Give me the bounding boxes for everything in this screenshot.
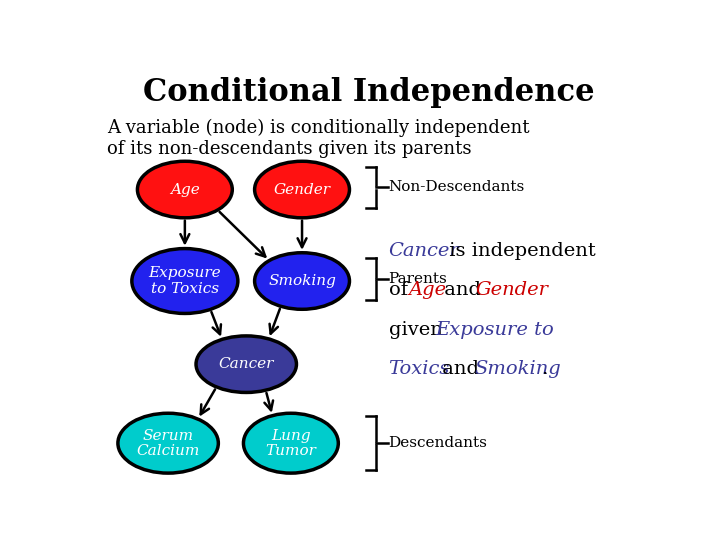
Text: Age: Age [170, 183, 199, 197]
Ellipse shape [196, 336, 297, 393]
Text: Exposure to: Exposure to [435, 321, 554, 339]
Text: Lung
Tumor: Lung Tumor [266, 429, 316, 458]
Text: Smoking: Smoking [474, 360, 561, 378]
Text: Toxics: Toxics [389, 360, 450, 378]
Text: and: and [436, 360, 485, 378]
Text: Non-Descendants: Non-Descendants [389, 180, 525, 194]
Ellipse shape [118, 413, 218, 473]
Text: Cancer: Cancer [389, 241, 459, 260]
Ellipse shape [132, 248, 238, 313]
Text: of: of [389, 281, 414, 299]
Ellipse shape [255, 253, 349, 309]
Text: and: and [438, 281, 487, 299]
Text: is independent: is independent [444, 241, 596, 260]
Text: Conditional Independence: Conditional Independence [143, 77, 595, 109]
Text: Parents: Parents [389, 272, 447, 286]
Ellipse shape [255, 161, 349, 218]
Text: Serum
Calcium: Serum Calcium [136, 429, 200, 458]
Text: Exposure
to Toxics: Exposure to Toxics [148, 266, 221, 295]
Text: Age: Age [408, 281, 446, 299]
Ellipse shape [243, 413, 338, 473]
Text: Gender: Gender [274, 183, 330, 197]
Text: given: given [389, 321, 449, 339]
Text: Smoking: Smoking [268, 274, 336, 288]
Text: Gender: Gender [476, 281, 549, 299]
Text: Descendants: Descendants [389, 436, 487, 450]
Ellipse shape [138, 161, 233, 218]
Text: Cancer: Cancer [219, 357, 274, 371]
Text: A variable (node) is conditionally independent
of its non-descendants given its : A variable (node) is conditionally indep… [107, 119, 529, 158]
Text: .: . [541, 360, 548, 378]
